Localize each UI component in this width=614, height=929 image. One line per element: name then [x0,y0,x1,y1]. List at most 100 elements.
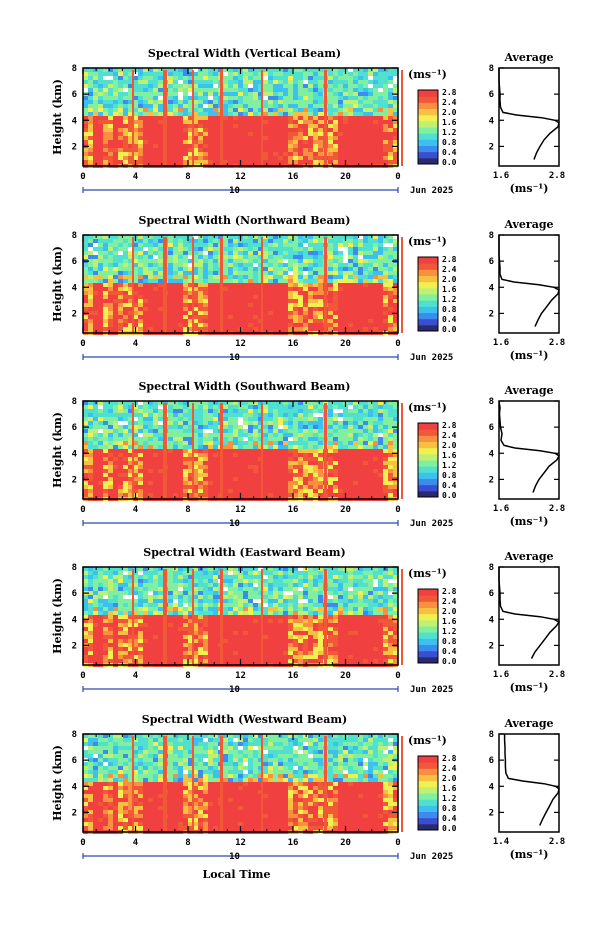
colorbar-swatch [418,435,438,442]
heatmap-cell [298,445,303,449]
heatmap-cell [313,108,318,112]
heatmap-cell [93,485,98,489]
heatmap-cell [378,323,383,327]
heatmap-cell [368,409,373,413]
heatmap-cell [128,303,133,307]
heatmap-cell [358,401,363,405]
heatmap-cell [343,267,348,271]
heatmap-cell [313,88,318,92]
heatmap-cell [363,303,368,307]
heatmap-cell [313,235,318,239]
heatmap-cell [128,323,133,327]
heatmap-cell [393,160,398,164]
heatmap-cell [333,80,338,84]
heatmap-cell [208,303,213,307]
heatmap-cell [353,477,358,481]
heatmap-cell [328,275,333,279]
heatmap-cell [368,493,373,497]
heatmap-cell [258,449,263,453]
heatmap-cell [173,92,178,96]
heatmap-cell [228,485,233,489]
heatmap-cell [198,263,203,267]
heatmap-cell [338,68,343,72]
x-tick-label: 0 [395,505,400,515]
heatmap-cell [183,128,188,132]
heatmap-cell [393,457,398,461]
heatmap-cell [168,120,173,124]
heatmap-cell [378,160,383,164]
heatmap-cell [93,132,98,136]
heatmap-cell [303,493,308,497]
heatmap-cell [373,267,378,271]
heatmap-cell [348,100,353,104]
heatmap-cell [288,152,293,156]
heatmap-cell [188,239,193,243]
heatmap-cell [138,88,143,92]
heatmap-cell [288,92,293,96]
heatmap-cell [233,453,238,457]
heatmap-cell [198,267,203,271]
heatmap-cell [238,283,243,287]
heatmap-cell [313,156,318,160]
heatmap-cell [273,327,278,331]
heatmap-cell [98,128,103,132]
heatmap-cell [83,275,88,279]
heatmap-cell [378,409,383,413]
heatmap-cell [83,243,88,247]
x-tick-label: 0 [80,505,85,515]
heatmap-cell [248,80,253,84]
colorbar-tick-label: 2.0 [442,108,457,117]
heatmap-cell [328,128,333,132]
heatmap-cell [193,104,198,108]
heatmap-cell [273,465,278,469]
heatmap-cell [293,465,298,469]
heatmap-cell [283,243,288,247]
heatmap-cell [103,128,108,132]
heatmap-cell [243,76,248,80]
heatmap-cell [88,437,93,441]
heatmap-cell [203,271,208,275]
heatmap-cell [128,307,133,311]
heatmap-cell [148,445,153,449]
heatmap-cell [223,116,228,120]
heatmap-cell [88,140,93,144]
heatmap-cell [258,311,263,315]
heatmap-cell [153,287,158,291]
heatmap-cell [353,437,358,441]
heatmap-cell [113,88,118,92]
heatmap-cell [313,279,318,283]
heatmap-cell [243,156,248,160]
heatmap-cell [173,461,178,465]
heatmap-cell [223,271,228,275]
heatmap-cell [183,96,188,100]
heatmap-cell [363,108,368,112]
heatmap-cell [193,255,198,259]
heatmap-cell [88,108,93,112]
heatmap-cell [83,247,88,251]
heatmap-cell [258,413,263,417]
heatmap-cell [128,72,133,76]
heatmap-spike [220,403,223,499]
heatmap-cell [373,429,378,433]
heatmap-cell [278,76,283,80]
heatmap-cell [213,469,218,473]
heatmap-cell [313,421,318,425]
heatmap-cell [113,279,118,283]
heatmap-cell [98,465,103,469]
heatmap-cell [208,493,213,497]
heatmap-cell [108,112,113,116]
heatmap-cell [353,92,358,96]
heatmap-cell [188,267,193,271]
heatmap-cell [98,92,103,96]
heatmap-cell [128,481,133,485]
heatmap-cell [158,104,163,108]
heatmap-cell [243,457,248,461]
heatmap-cell [278,489,283,493]
heatmap-cell [118,247,123,251]
heatmap-cell [173,100,178,104]
heatmap-cell [303,148,308,152]
heatmap-cell [153,477,158,481]
heatmap-cell [383,259,388,263]
heatmap-cell [143,327,148,331]
heatmap-cell [158,148,163,152]
